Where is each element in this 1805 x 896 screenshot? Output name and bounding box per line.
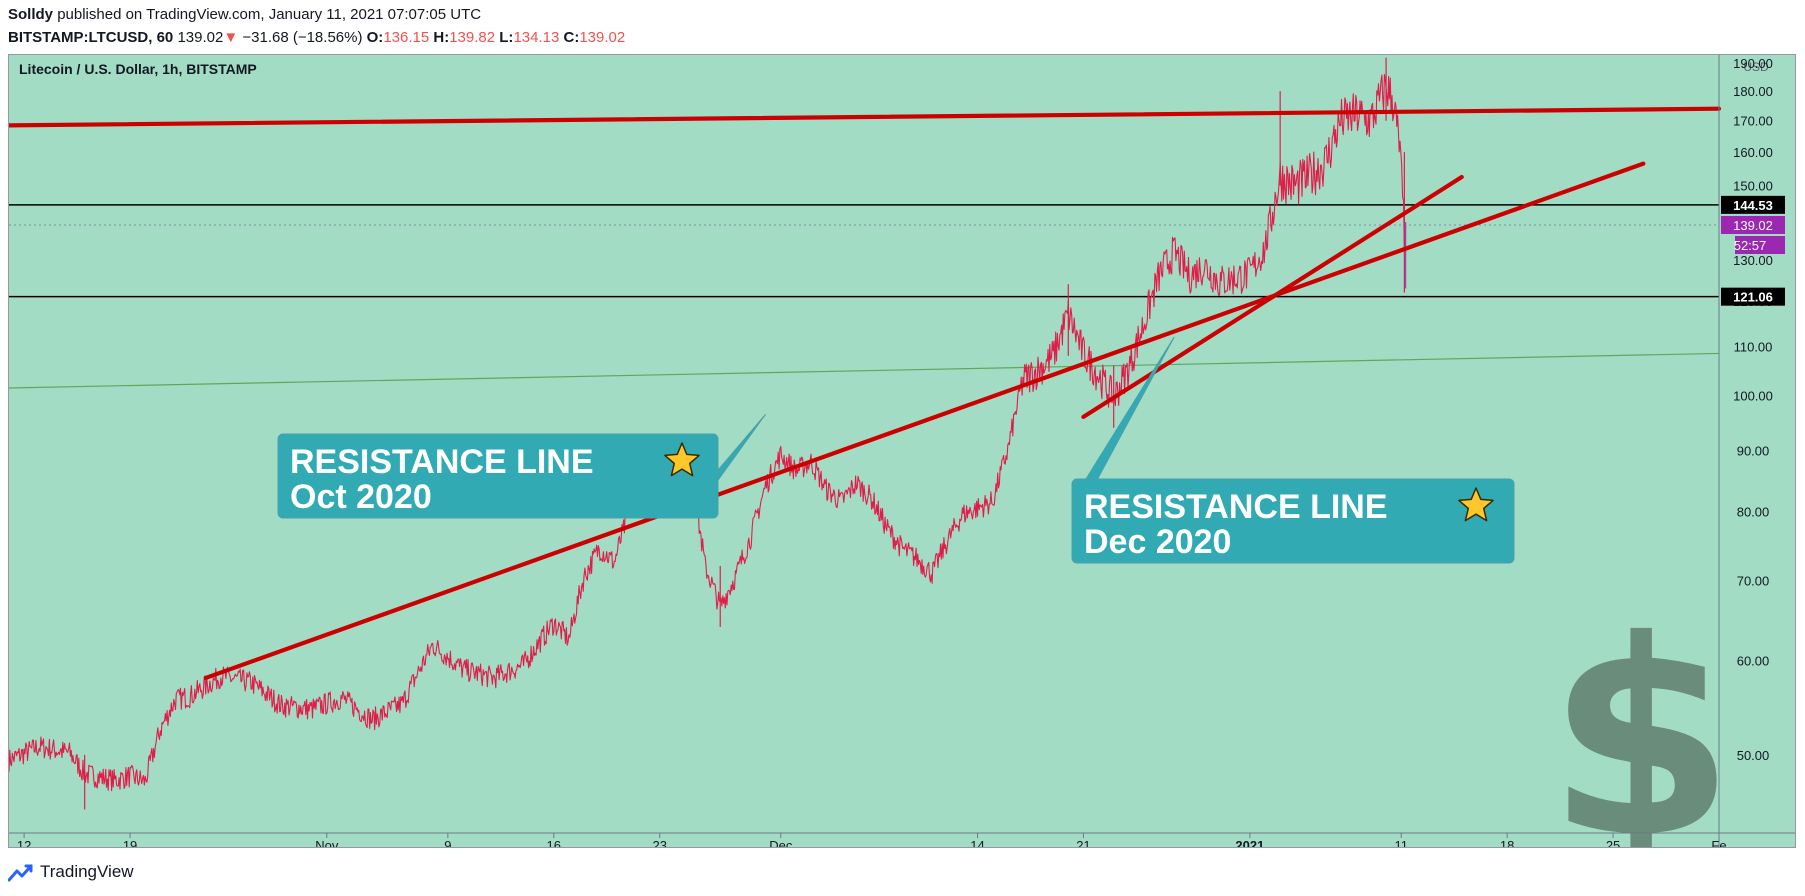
x-tick-label: 2021 [1235,838,1264,847]
x-tick-label: Nov [315,838,339,847]
y-tick-label: 160.00 [1733,145,1773,160]
level-price-tag [1721,195,1785,214]
ohlc-legend: BITSTAMP:LTCUSD, 60 139.02▼ −31.68 (−18.… [8,29,625,46]
level-price-label: 121.06 [1733,290,1773,305]
open-value: 136.15 [383,29,430,46]
y-tick-label: 90.00 [1737,443,1770,458]
y-tick-label: 100.00 [1733,389,1773,404]
tradingview-logo-icon[interactable] [7,863,36,883]
star-icon [664,442,700,477]
chart-title: Litecoin / U.S. Dollar, 1h, BITSTAMP [19,61,257,77]
high-label: H: [433,29,450,46]
callout-box [277,433,719,519]
footer-brand[interactable]: TradingView [40,862,134,881]
footer: TradingView [7,862,134,883]
countdown-label: 52:57 [1734,238,1767,253]
publish-details: published on TradingView.com, January 11… [57,6,482,23]
countdown-tag [1735,235,1785,254]
y-tick-label: 130.00 [1733,253,1773,268]
y-tick-label: 170.00 [1733,114,1773,129]
callout-title: RESISTANCE LINE [290,443,594,481]
author-name[interactable]: Solldy [8,6,54,23]
close-value: 139.02 [579,29,626,46]
price-axis-currency: USD [1743,60,1769,74]
low-value: 134.13 [513,29,560,46]
open-label: O: [366,29,384,46]
y-tick-label: 80.00 [1737,504,1770,519]
callout-title: RESISTANCE LINE [1084,488,1388,526]
chart-frame[interactable]: $ RESISTANCE LINE Oct 2020 RESISTANCE LINE D… [8,54,1796,848]
y-tick-label: 110.00 [1734,339,1773,354]
x-tick-label: 21 [1076,838,1090,847]
level-price-tag [1721,287,1785,306]
x-tick-label: 9 [444,838,451,847]
price-series-line [9,74,1407,792]
x-tick-label: 19 [123,838,137,847]
x-tick-label: Fe [1711,838,1726,847]
resistance-trendline [203,161,1646,681]
level-price-label: 144.53 [1733,198,1773,213]
callout-box [1071,478,1515,564]
callout-date: Dec 2020 [1084,523,1231,561]
dollar-sign-icon: $ [1547,582,1735,847]
close-label: C: [563,29,580,46]
x-tick-label: 18 [1500,838,1514,847]
resistance-trendline [9,106,1722,128]
moving-average-line [9,352,1720,389]
y-tick-label: 150.00 [1733,179,1773,194]
current-price-label: 139.02 [1733,218,1773,233]
star-icon [1458,487,1494,522]
x-tick-label: 11 [1394,838,1408,847]
last-price: 139.02 [177,29,224,46]
resistance-trendline [1081,174,1464,419]
low-label: L: [499,29,514,46]
x-tick-label: 25 [1606,838,1620,847]
publish-info: Solldy published on TradingView.com, Jan… [8,6,481,23]
high-value: 139.82 [449,29,496,46]
y-tick-label: 190.00 [1733,56,1773,71]
y-tick-label: 180.00 [1733,84,1773,99]
x-tick-label: 23 [652,838,666,847]
x-tick-label: 16 [547,838,561,847]
symbol-label: BITSTAMP:LTCUSD, 60 [8,29,174,46]
current-price-tag [1721,215,1785,234]
y-tick-label: 50.00 [1737,748,1770,763]
chart-background [9,55,1795,847]
y-tick-label: 60.00 [1737,653,1770,668]
callout-date: Oct 2020 [290,478,432,516]
y-tick-label: 70.00 [1737,574,1770,589]
x-tick-label: 12 [17,838,31,847]
x-tick-label: 14 [970,838,984,847]
change-arrow-icon: ▼ [223,29,239,46]
x-tick-label: Dec [769,838,793,847]
change-value: −31.68 (−18.56%) [242,29,363,46]
